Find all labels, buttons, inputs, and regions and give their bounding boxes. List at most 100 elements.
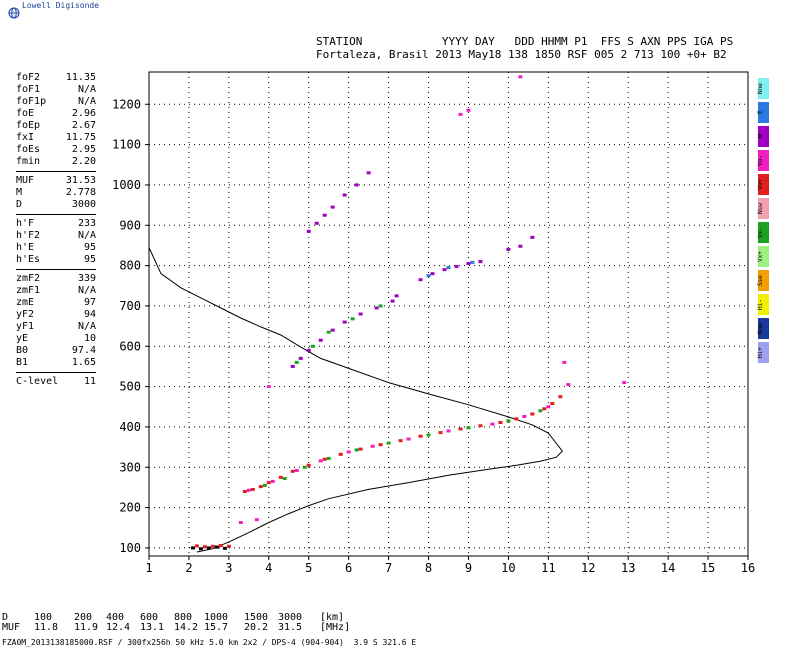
trace-point	[190, 546, 195, 550]
trace-point	[386, 441, 391, 445]
param-key: B0	[16, 345, 29, 356]
muf-unit: [MHz]	[320, 622, 351, 633]
param-value: 2.20	[71, 156, 96, 167]
trace-point	[490, 422, 495, 426]
param-key: C-level	[16, 376, 59, 387]
trace-point	[290, 469, 295, 473]
param-row: foEs 2.95	[0, 144, 100, 156]
trace-point	[206, 546, 211, 550]
param-value: 233	[77, 218, 96, 229]
param-key: h'F2	[16, 230, 41, 241]
x-tick-label: 3	[225, 561, 232, 575]
trace-point	[558, 395, 563, 399]
legend-swatch-nne: Nne	[757, 78, 769, 99]
param-row: D 3000	[0, 199, 100, 211]
trace-f-trace	[242, 395, 563, 493]
y-tick-label: 500	[119, 380, 141, 394]
trace-point	[266, 385, 271, 389]
param-key: M	[16, 187, 23, 198]
trace-point	[314, 221, 319, 225]
trace-point	[222, 546, 227, 550]
x-tick-label: 14	[661, 561, 675, 575]
globe-logo-icon	[8, 4, 20, 23]
param-row: zmE 97	[0, 297, 100, 309]
trace-point	[426, 274, 431, 278]
param-row: M 2.778	[0, 187, 100, 199]
param-value: 11.75	[65, 132, 96, 143]
trace-point	[310, 344, 315, 348]
trace-point	[470, 260, 475, 264]
legend-swatch-vx: Vx-	[757, 222, 769, 243]
x-tick-label: 13	[621, 561, 635, 575]
trace-3f-trace-dark	[426, 260, 475, 278]
trace-2f-trace	[290, 294, 399, 368]
param-key: foF1p	[16, 96, 47, 107]
param-value: 339	[77, 273, 96, 284]
muf-cell: 200	[74, 612, 93, 623]
trace-point	[326, 456, 331, 460]
param-value: 2.95	[71, 144, 96, 155]
x-tick-label: 6	[345, 561, 352, 575]
legend-swatch-nsw: Nsw	[757, 198, 769, 219]
param-value: 97	[83, 297, 96, 308]
param-row: yF1 N/A	[0, 321, 100, 333]
param-key: B1	[16, 357, 29, 368]
y-tick-label: 100	[119, 541, 141, 555]
trace-point	[430, 272, 435, 276]
trace-point	[330, 205, 335, 209]
header-line-2: Fortaleza, Brasil 2013 May18 138 1850 RS…	[316, 48, 727, 61]
trace-point	[446, 266, 451, 270]
param-value: N/A	[77, 321, 96, 332]
x-tick-label: 12	[581, 561, 595, 575]
trace-point	[498, 420, 503, 424]
legend-label: W	[757, 134, 764, 139]
muf-cell: 800	[174, 612, 193, 623]
legend-label: Hi-	[757, 299, 764, 310]
param-key: h'Es	[16, 254, 41, 265]
param-row: h'F2 N/A	[0, 230, 100, 242]
trace-point	[306, 463, 311, 467]
muf-cell: 20.2	[244, 622, 269, 633]
param-divider	[16, 214, 96, 215]
trace-point	[226, 544, 231, 548]
file-info-footer: FZA0M_2013138185000.RSF / 300fx256h 50 k…	[2, 638, 417, 647]
param-key: foF1	[16, 84, 41, 95]
legend-label: Vo-	[757, 155, 764, 166]
trace-point	[518, 75, 523, 79]
trace-2f-trace-green	[294, 304, 383, 364]
param-value: 2.96	[71, 108, 96, 119]
trace-4f-trace	[306, 171, 371, 233]
param-key: zmE	[16, 297, 35, 308]
brand-label: Lowell Digisonde	[22, 1, 100, 10]
param-value: 94	[83, 309, 96, 320]
header-line-1: STATION YYYY DAY DDD HHMM P1 FFS S AXN P…	[316, 35, 734, 48]
param-row: yF2 94	[0, 309, 100, 321]
param-value: 10	[83, 333, 96, 344]
y-tick-label: 1000	[112, 178, 141, 192]
x-tick-labels: 1 2 3 4 5 6 7 8 9 10 11 12 13 14 15 16	[145, 561, 755, 575]
trace-point	[298, 356, 303, 360]
trace-point	[258, 485, 263, 489]
muf-cell: 400	[106, 612, 125, 623]
param-value: 31.53	[65, 175, 96, 186]
trace-point	[294, 468, 299, 472]
trace-scatter-pts	[238, 75, 627, 525]
trace-point	[398, 439, 403, 443]
param-row: MUF 31.53	[0, 175, 100, 187]
muf-cell: 11.9	[74, 622, 99, 633]
muf-unit: [km]	[320, 612, 345, 623]
muf-cell: 100	[34, 612, 53, 623]
scaled-parameters-panel: foF2 11.35 foF1 N/A foF1p N/A foE 2.96 foEp 2.67 f…	[0, 72, 100, 388]
legend-swatch-hi: Hi+	[757, 342, 769, 363]
muf-row-label: MUF	[2, 622, 21, 633]
y-tick-label: 200	[119, 501, 141, 515]
param-row: h'E 95	[0, 242, 100, 254]
param-row: h'Es 95	[0, 254, 100, 266]
trace-point	[506, 247, 511, 251]
trace-point	[418, 278, 423, 282]
muf-cell: 11.8	[34, 622, 59, 633]
trace-point	[454, 264, 459, 268]
param-key: yE	[16, 333, 29, 344]
legend-label: Vx-	[757, 227, 764, 238]
legend-swatch-nnw: Nnw	[757, 318, 769, 339]
